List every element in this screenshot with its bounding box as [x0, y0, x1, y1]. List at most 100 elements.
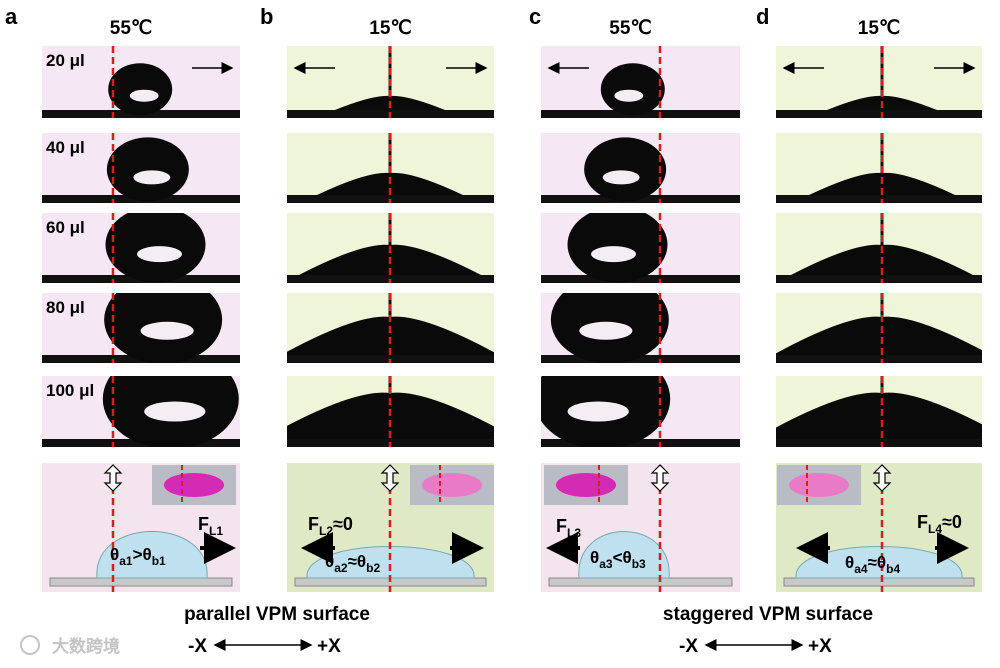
droplet-image: [287, 46, 494, 118]
axis-neg: -X: [188, 636, 207, 657]
highlight: [129, 89, 159, 102]
highlight: [614, 89, 644, 102]
droplet: [776, 392, 982, 439]
caption: staggered VPM surface: [663, 604, 873, 625]
theta-subscript: a2: [334, 561, 348, 575]
droplet: [108, 63, 173, 116]
axis-neg: -X: [679, 636, 698, 657]
theta: θ: [325, 552, 334, 571]
theta: θ: [110, 545, 119, 564]
droplet-image: [776, 376, 982, 447]
highlight: [137, 246, 182, 263]
temperature: 55℃: [110, 18, 152, 39]
substrate: [783, 577, 975, 587]
droplet: [550, 293, 669, 363]
theta-subscript: a4: [854, 562, 868, 576]
force-subscript: L3: [567, 526, 581, 540]
droplet-image: [541, 376, 740, 447]
force-symbol: F: [556, 516, 567, 536]
force-symbol: F: [198, 514, 209, 534]
substrate: [541, 275, 740, 283]
substrate: [776, 195, 982, 203]
force-suffix: ≈0: [333, 514, 353, 534]
highlight: [140, 321, 194, 340]
substrate: [776, 110, 982, 118]
inset-droplet: [422, 473, 482, 497]
substrate: [541, 439, 740, 447]
droplet: [287, 316, 494, 355]
highlight: [567, 401, 629, 422]
droplet: [104, 293, 223, 363]
force-label: FL3: [556, 516, 581, 540]
theta: θ: [143, 545, 152, 564]
substrate: [541, 355, 740, 363]
panel-letter: b: [260, 4, 273, 29]
theta-subscript: a1: [119, 554, 133, 568]
force-subscript: L4: [928, 522, 942, 536]
droplet: [105, 213, 206, 283]
droplet-image: [776, 133, 982, 203]
force-label: FL1: [198, 514, 223, 538]
force-subscript: L2: [319, 524, 333, 538]
droplet-image: [42, 46, 240, 118]
droplet-image: [541, 213, 740, 283]
theta: θ: [845, 553, 854, 572]
volume-label: 80 μl: [46, 298, 85, 317]
force-label: FL4≈0: [917, 512, 962, 536]
panel-letter: c: [529, 4, 541, 29]
axis-pos: +X: [808, 636, 832, 657]
droplet: [776, 316, 982, 355]
highlight: [602, 170, 640, 185]
temperature: 55℃: [609, 18, 651, 39]
operator: ≈: [868, 553, 877, 572]
theta: θ: [877, 553, 886, 572]
highlight: [144, 401, 206, 422]
highlight: [591, 246, 636, 263]
droplet-image: [287, 376, 494, 447]
theta: θ: [623, 548, 632, 567]
droplet: [584, 137, 667, 202]
double-arrow-icon: [650, 464, 670, 492]
operator: ≈: [348, 552, 357, 571]
theta-subscript: b2: [366, 561, 380, 575]
substrate: [49, 577, 233, 587]
droplet-image: [42, 376, 240, 447]
theta-subscript: b4: [886, 562, 900, 576]
droplet-image: [287, 133, 494, 203]
temperature: 15℃: [369, 18, 411, 39]
droplet-image: [541, 133, 740, 203]
force-symbol: F: [917, 512, 928, 532]
droplet-image: [541, 293, 740, 363]
inset-droplet: [789, 473, 849, 497]
droplet-image: [287, 293, 494, 363]
volume-label: 40 μl: [46, 138, 85, 157]
temperature: 15℃: [858, 18, 900, 39]
droplet: [541, 376, 671, 447]
schematic-droplet: [578, 531, 670, 579]
theta-subscript: b1: [152, 554, 166, 568]
caption: parallel VPM surface: [184, 604, 370, 625]
angle-label: θa1>θb1: [110, 545, 166, 568]
axis-pos: +X: [317, 636, 341, 657]
droplet-image: [541, 46, 740, 118]
droplet: [106, 137, 189, 202]
double-arrow-icon: [103, 464, 123, 492]
force-suffix: ≈0: [942, 512, 962, 532]
volume-label: 20 μl: [46, 51, 85, 70]
theta-subscript: b3: [632, 557, 646, 571]
substrate: [776, 275, 982, 283]
watermark-logo: [20, 635, 40, 655]
theta: θ: [590, 548, 599, 567]
operator: <: [613, 548, 623, 567]
double-arrow-icon: [380, 464, 400, 492]
substrate: [548, 577, 733, 587]
droplet: [600, 63, 665, 116]
operator: >: [133, 545, 143, 564]
highlight: [579, 321, 633, 340]
substrate: [776, 355, 982, 363]
highlight: [133, 170, 171, 185]
force-label: FL2≈0: [308, 514, 353, 538]
angle-label: θa4≈θb4: [845, 553, 900, 576]
